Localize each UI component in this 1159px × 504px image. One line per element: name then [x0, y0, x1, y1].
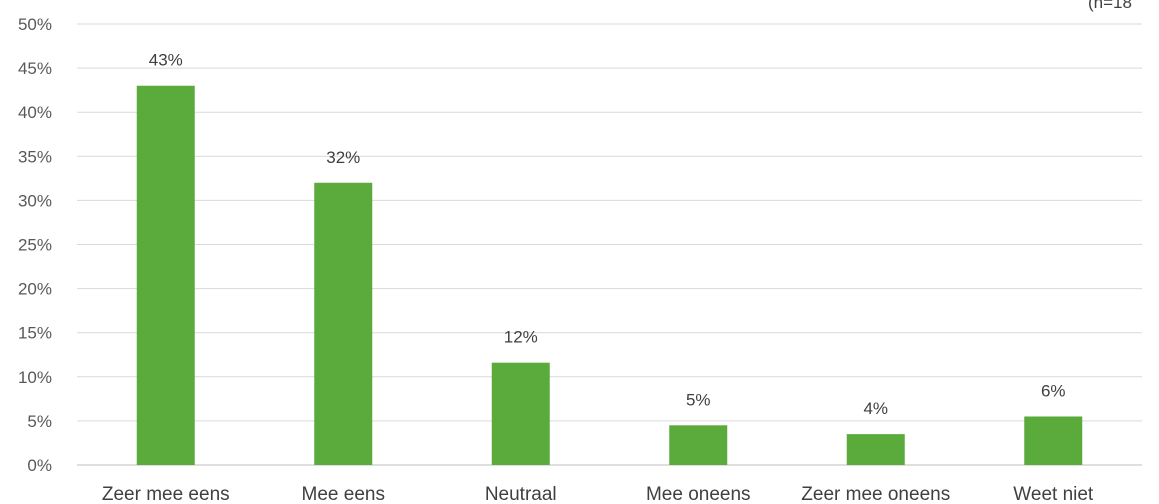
y-axis-ticks: 0% 5% 10% 15% 20% 25% 30% 35% 40% 45% 50% — [18, 15, 52, 475]
x-category-label: Zeer mee oneens — [801, 484, 950, 504]
bars — [136, 85, 1083, 466]
bar — [1024, 416, 1083, 465]
x-category-label: Mee oneens — [646, 484, 751, 504]
y-tick-label: 10% — [18, 368, 52, 387]
y-tick-label: 50% — [18, 15, 52, 34]
data-label: 12% — [504, 328, 538, 347]
x-category-label: Weet niet — [1013, 484, 1094, 504]
data-label: 32% — [326, 148, 360, 167]
y-tick-label: 30% — [18, 191, 52, 210]
x-category-label: Neutraal — [485, 484, 557, 504]
sample-size-note: (n=18 — [1088, 0, 1132, 12]
bar — [314, 182, 373, 465]
x-axis-categories: Zeer mee eens Mee eens Neutraal Mee oneens Z… — [102, 484, 1094, 504]
data-label: 6% — [1041, 381, 1066, 400]
y-tick-label: 25% — [18, 236, 52, 255]
y-tick-label: 5% — [27, 412, 52, 431]
data-label: 43% — [149, 51, 183, 70]
y-tick-label: 20% — [18, 280, 52, 299]
bar — [669, 425, 728, 465]
y-tick-label: 0% — [27, 456, 52, 475]
y-tick-label: 45% — [18, 59, 52, 78]
data-label: 4% — [863, 399, 888, 418]
y-tick-label: 40% — [18, 103, 52, 122]
bar — [846, 434, 905, 465]
gridlines — [77, 23, 1142, 466]
x-category-label: Zeer mee eens — [102, 484, 230, 504]
y-tick-label: 35% — [18, 147, 52, 166]
y-tick-label: 15% — [18, 324, 52, 343]
bar — [136, 85, 195, 466]
bar — [491, 362, 550, 465]
data-label: 5% — [686, 390, 711, 409]
data-labels: 43% 32% 12% 5% 4% 6% — [149, 51, 1066, 418]
x-category-label: Mee eens — [302, 484, 385, 504]
